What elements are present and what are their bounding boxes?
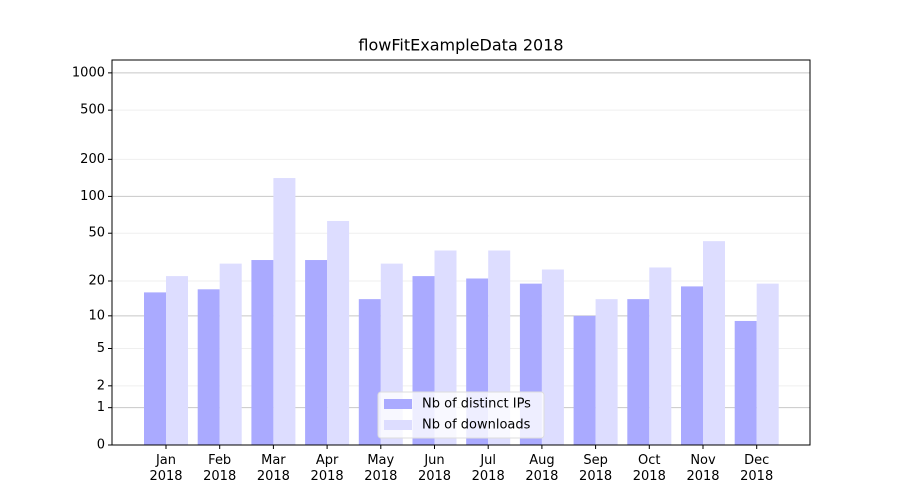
bar [595, 299, 618, 445]
plot-frame [111, 59, 811, 446]
chart-title: flowFitExampleData 2018 [358, 36, 563, 55]
y-tick-label: 200 [80, 152, 105, 167]
y-tick-label: 20 [88, 274, 105, 289]
bar [166, 276, 188, 445]
legend-label: Nb of downloads [422, 418, 531, 433]
x-tick-label: Oct 2018 [632, 453, 666, 484]
bar [197, 289, 220, 445]
y-tick-label: 5 [97, 341, 105, 356]
bar [541, 269, 564, 445]
y-tick-label: 500 [80, 103, 105, 118]
y-tick-label: 2 [97, 378, 105, 393]
legend-box [377, 391, 545, 439]
bar [649, 267, 672, 445]
y-tick-label: 0 [97, 438, 105, 453]
x-tick-label: Aug 2018 [525, 453, 559, 484]
legend-swatch [384, 420, 412, 430]
bar [734, 320, 757, 445]
x-tick-label: Sep 2018 [579, 453, 613, 484]
bar [358, 299, 381, 445]
bar [573, 315, 596, 445]
x-tick-label: Jul 2018 [471, 453, 505, 484]
x-tick-label: Dec 2018 [740, 453, 774, 484]
x-tick-label: Feb 2018 [203, 453, 237, 484]
y-tick-label: 1 [97, 400, 105, 415]
bar [627, 299, 650, 445]
x-tick-label: Mar 2018 [256, 453, 290, 484]
bar [219, 263, 242, 445]
bar [703, 241, 725, 445]
x-tick-label: Jun 2018 [417, 453, 452, 484]
bar [327, 220, 350, 445]
y-tick-label: 100 [80, 189, 105, 204]
x-tick-label: Nov 2018 [686, 453, 720, 484]
bar [144, 292, 166, 445]
bar [756, 283, 779, 445]
legend-swatch [384, 399, 412, 409]
x-tick-label: May 2018 [364, 453, 398, 484]
y-tick-label: 10 [88, 308, 105, 323]
bar [273, 178, 296, 446]
bar [681, 286, 703, 445]
x-tick-label: Apr 2018 [310, 453, 344, 484]
bar [305, 260, 328, 445]
legend-label: Nb of distinct IPs [422, 397, 531, 412]
bar [251, 260, 274, 445]
x-tick-label: Jan 2018 [149, 453, 183, 484]
y-tick-label: 1000 [72, 65, 105, 80]
y-tick-label: 50 [88, 226, 105, 241]
